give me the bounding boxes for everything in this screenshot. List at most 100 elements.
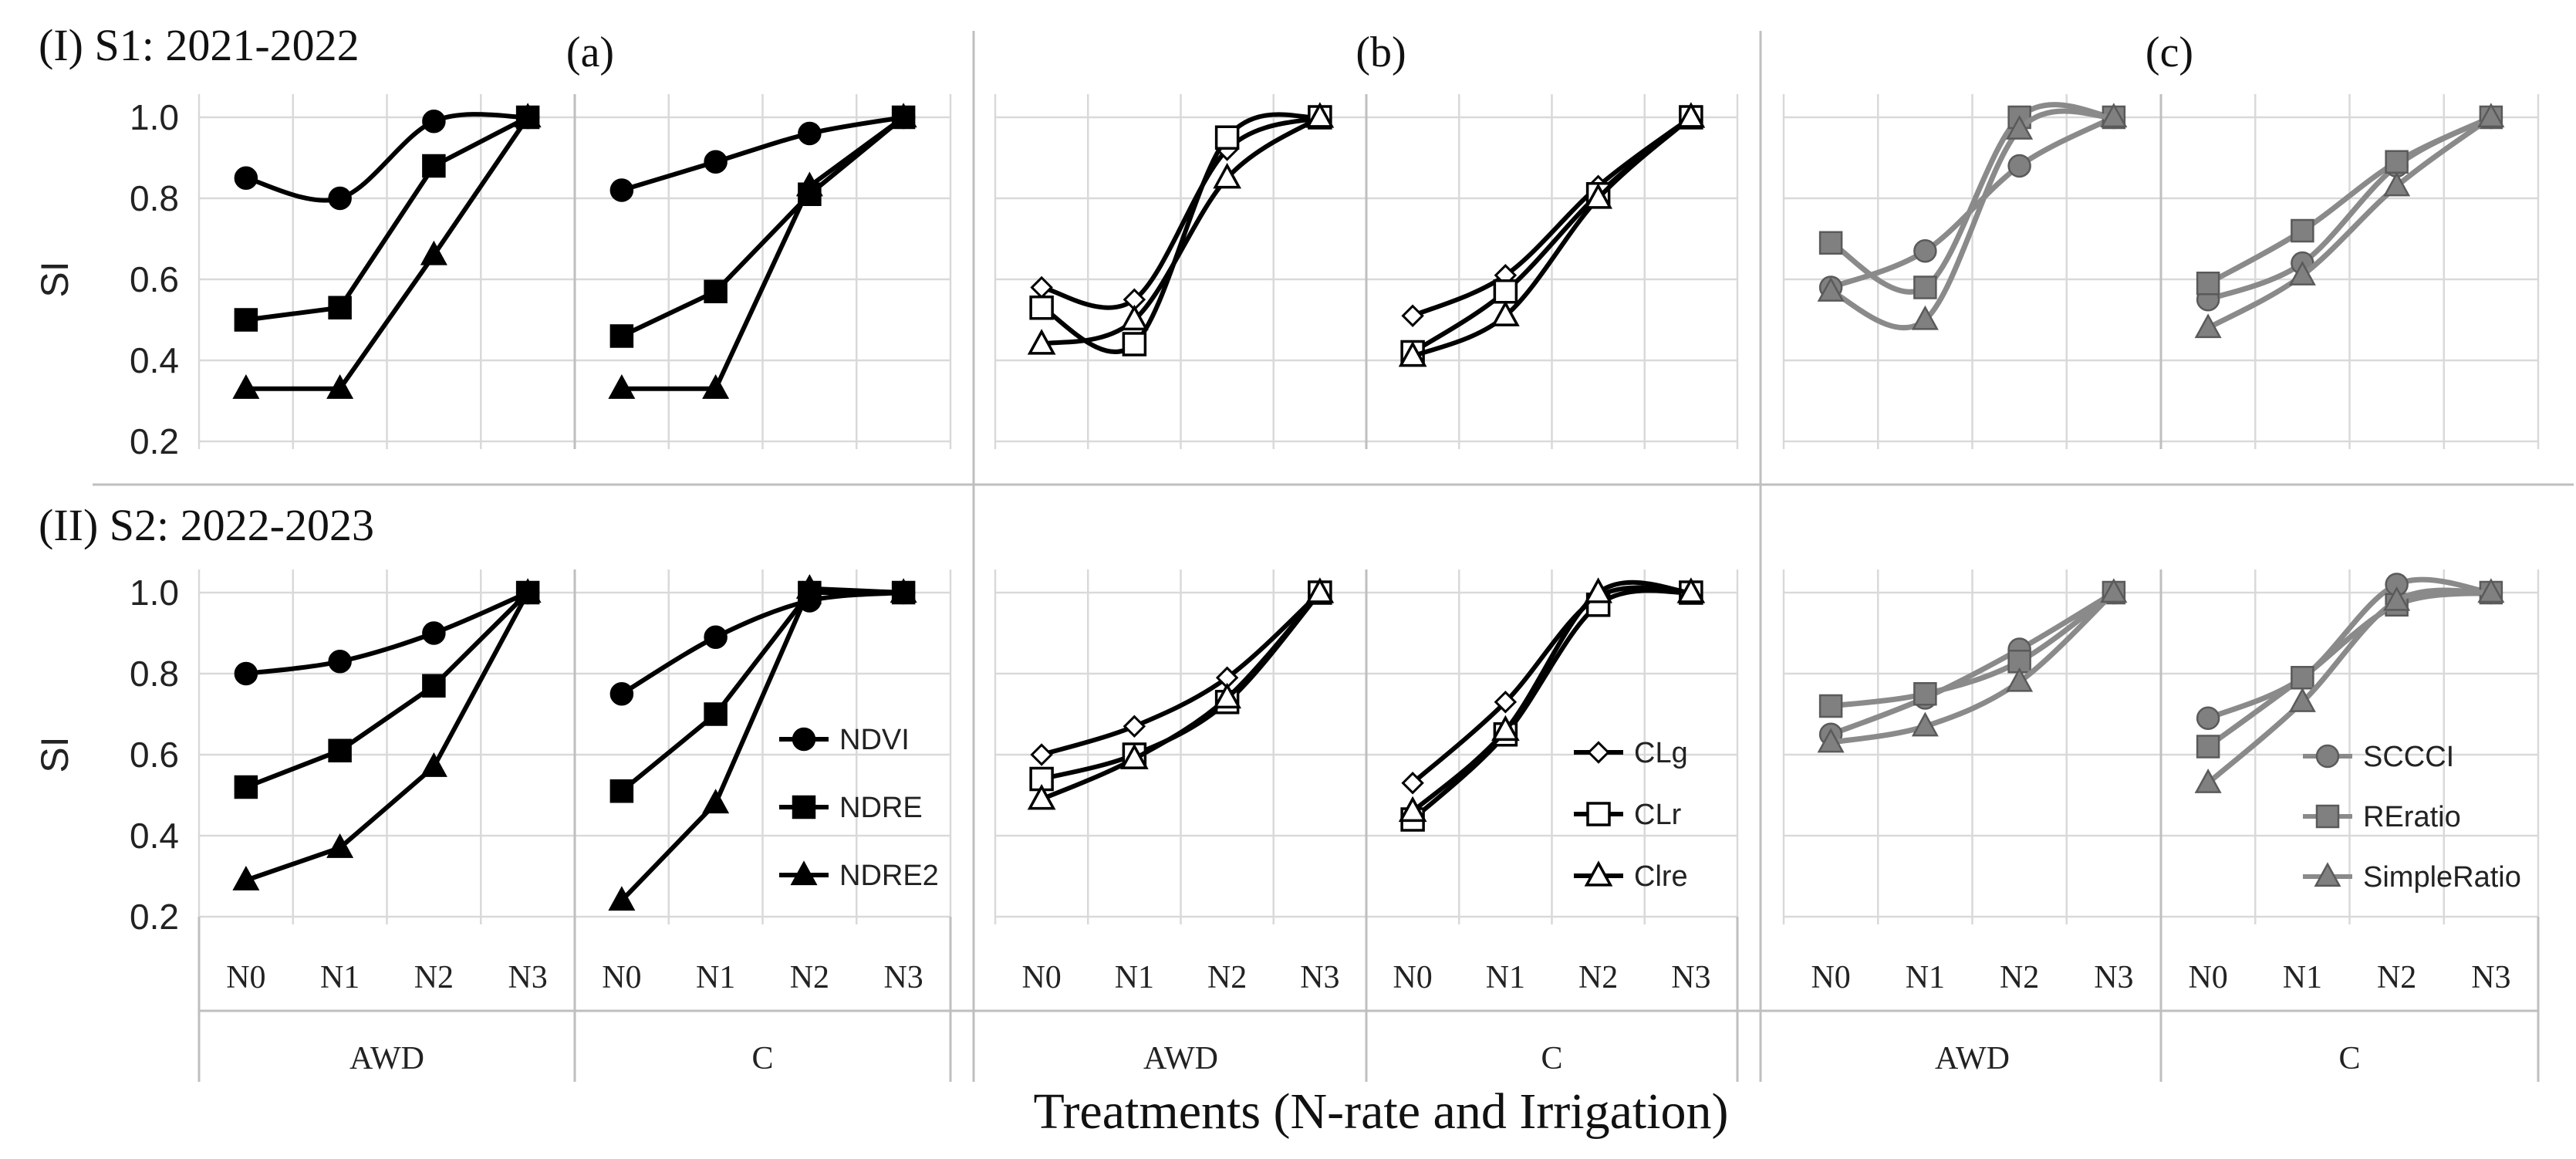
- legend-marker-clr: [1586, 802, 1611, 826]
- data-point-reratio: [1913, 682, 1937, 706]
- data-point-ndre: [704, 702, 728, 726]
- data-point-clr: [1122, 332, 1147, 356]
- data-point-clre: [1676, 102, 1706, 128]
- legend-label-sccci: SCCCI: [2363, 741, 2454, 773]
- series-line-clg: [1410, 115, 1693, 319]
- data-point-simpleratio: [1817, 277, 1845, 302]
- data-point-ndre: [422, 154, 446, 178]
- x-tick-label: N2: [790, 960, 829, 995]
- legend-marker-ndre2: [790, 860, 818, 886]
- data-point-reratio: [2385, 150, 2409, 174]
- data-point-clre: [1213, 163, 1241, 189]
- series-line-ndvi: [619, 115, 906, 193]
- data-point-ndre2: [795, 574, 823, 599]
- series-line-simpleratio: [1828, 108, 2117, 331]
- data-point-reratio: [2291, 218, 2314, 243]
- data-point-ndre2: [326, 833, 354, 858]
- x-tick-label: N0: [602, 960, 641, 995]
- x-tick-label: N3: [1671, 960, 1710, 995]
- legend-marker-ndvi: [792, 727, 816, 752]
- data-point-sccci: [1913, 239, 1937, 263]
- data-point-clre: [1027, 329, 1056, 355]
- data-point-simpleratio: [2477, 578, 2505, 603]
- legend-marker-clre: [1584, 860, 1613, 887]
- series-line-ndre: [243, 115, 531, 323]
- data-point-ndre2: [420, 240, 447, 265]
- data-point-simpleratio: [2383, 586, 2411, 611]
- data-point-reratio: [2196, 735, 2220, 759]
- data-point-clg: [1030, 275, 1053, 299]
- x-tick-label: N1: [1115, 960, 1154, 995]
- series-line-clg: [1410, 585, 1693, 786]
- data-point-ndre: [422, 674, 446, 698]
- series-line-sccci: [1828, 590, 2117, 738]
- legend-label-simpleratio: SimpleRatio: [2363, 861, 2521, 894]
- data-point-clg: [1030, 743, 1053, 766]
- series-line-ndre2: [619, 115, 906, 391]
- row-title: (I) S1: 2021-2022: [39, 20, 360, 70]
- legend-marker-reratio: [2315, 804, 2340, 829]
- legend-label-clg: CLg: [1634, 737, 1688, 769]
- data-point-ndre: [328, 296, 352, 319]
- legend-marker-ndre: [792, 795, 816, 819]
- x-tick-label: N1: [2283, 960, 2322, 995]
- legend-label-clre: Clre: [1634, 860, 1688, 893]
- group-label: C: [1541, 1041, 1562, 1076]
- data-point-clr: [1493, 279, 1518, 304]
- data-point-clre: [1584, 577, 1612, 603]
- data-point-simpleratio: [1911, 305, 1939, 330]
- y-axis-label: SI: [33, 736, 76, 772]
- data-point-clg: [1401, 772, 1424, 795]
- data-point-ndvi: [704, 150, 728, 174]
- x-axis-title: Treatments (N-rate and Irrigation): [1033, 1083, 1728, 1140]
- data-point-clg: [1123, 715, 1146, 738]
- data-point-clr: [1029, 296, 1054, 320]
- data-point-ndvi: [798, 121, 822, 146]
- x-tick-label: N2: [414, 960, 454, 995]
- data-point-ndvi: [328, 650, 352, 674]
- data-point-reratio: [1818, 694, 1843, 718]
- data-point-ndvi: [422, 110, 446, 133]
- data-point-clg: [1401, 304, 1424, 327]
- data-point-clre: [1676, 577, 1706, 603]
- data-point-reratio: [2196, 272, 2220, 296]
- y-tick-label: 0.4: [130, 816, 179, 856]
- data-point-ndvi: [704, 625, 728, 649]
- series-line-clre: [1039, 115, 1322, 346]
- x-tick-label: N3: [2471, 960, 2510, 995]
- data-point-ndre: [234, 308, 258, 332]
- data-point-ndre: [704, 279, 728, 303]
- x-tick-label: N0: [1021, 960, 1061, 995]
- data-point-simpleratio: [2194, 769, 2222, 793]
- y-tick-label: 0.4: [130, 340, 179, 380]
- group-label: C: [2338, 1041, 2360, 1076]
- x-tick-label: N2: [1578, 960, 1618, 995]
- x-tick-label: N1: [320, 960, 360, 995]
- x-tick-label: N1: [1486, 960, 1525, 995]
- data-point-ndre2: [608, 886, 636, 911]
- data-point-ndvi: [609, 682, 634, 706]
- x-tick-label: N3: [2094, 960, 2133, 995]
- data-point-ndre2: [232, 374, 260, 399]
- data-point-ndre2: [795, 171, 823, 197]
- data-point-simpleratio: [2288, 688, 2316, 712]
- data-point-ndre2: [890, 578, 917, 603]
- series-line-clre: [1410, 115, 1693, 359]
- panel-label: (c): [2146, 29, 2193, 76]
- data-point-sccci: [2007, 154, 2031, 178]
- data-point-simpleratio: [2194, 313, 2222, 339]
- series-line-simpleratio: [1828, 590, 2117, 745]
- data-point-simpleratio: [2288, 261, 2316, 286]
- data-point-clre: [1398, 796, 1427, 823]
- y-tick-label: 1.0: [130, 97, 179, 137]
- data-point-clre: [1584, 183, 1612, 209]
- data-point-simpleratio: [1911, 711, 1939, 737]
- data-point-ndre: [234, 775, 258, 799]
- data-point-ndvi: [609, 178, 634, 202]
- data-point-simpleratio: [2477, 103, 2505, 128]
- data-point-clre: [1398, 341, 1427, 367]
- series-line-ndre2: [619, 586, 906, 903]
- group-label: C: [751, 1041, 773, 1076]
- series-line-clg: [1039, 115, 1322, 310]
